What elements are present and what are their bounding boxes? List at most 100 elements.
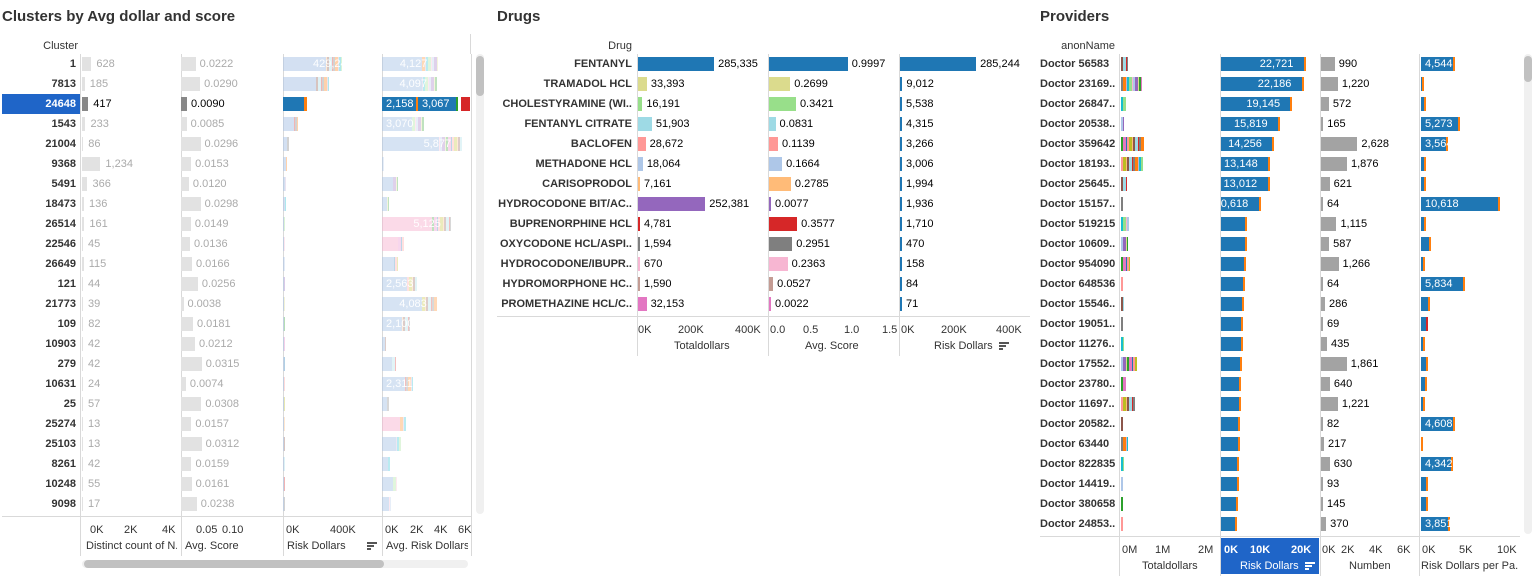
provider-risk-bar[interactable] bbox=[1221, 297, 1243, 311]
drug-bar[interactable] bbox=[638, 137, 646, 151]
cluster-label[interactable]: 18473 bbox=[45, 198, 76, 210]
cluster-distinct-bar[interactable] bbox=[82, 317, 84, 331]
cluster-risk-bar-seg[interactable] bbox=[325, 57, 343, 71]
provider-numben-bar[interactable] bbox=[1321, 257, 1339, 271]
provider-numben-bar[interactable] bbox=[1321, 377, 1330, 391]
cluster-distinct-bar[interactable] bbox=[82, 257, 84, 271]
drug-bar[interactable] bbox=[638, 297, 647, 311]
provider-risk-bar-seg[interactable] bbox=[1245, 237, 1248, 251]
provider-per-bar[interactable] bbox=[1421, 237, 1430, 251]
provider-risk-bar-seg[interactable] bbox=[1241, 317, 1244, 331]
cluster-score-bar[interactable] bbox=[181, 117, 187, 131]
cluster-avgrisk-bar-seg[interactable] bbox=[402, 317, 411, 331]
cluster-risk-bar-seg[interactable] bbox=[286, 157, 288, 171]
cluster-risk-bar-seg[interactable] bbox=[284, 337, 286, 351]
drug-bar[interactable] bbox=[638, 257, 640, 271]
cluster-distinct-bar[interactable] bbox=[82, 57, 92, 71]
cluster-risk-bar[interactable] bbox=[283, 317, 285, 331]
cluster-avgrisk-bar[interactable] bbox=[382, 357, 392, 371]
cluster-risk-bar[interactable] bbox=[283, 297, 285, 311]
provider-total-bar[interactable] bbox=[1121, 377, 1127, 391]
drug-bar[interactable] bbox=[638, 57, 715, 71]
provider-total-bar[interactable] bbox=[1121, 477, 1123, 491]
cluster-avgrisk-bar[interactable] bbox=[382, 297, 422, 311]
provider-risk-bar-seg[interactable] bbox=[1239, 377, 1242, 391]
cluster-distinct-bar[interactable] bbox=[82, 197, 85, 211]
provider-risk-bar[interactable] bbox=[1221, 57, 1304, 71]
cluster-avgrisk-bar-seg[interactable] bbox=[399, 417, 407, 431]
provider-per-bar[interactable] bbox=[1421, 357, 1427, 371]
drug-bar[interactable] bbox=[900, 57, 977, 71]
drug-bar[interactable] bbox=[638, 177, 640, 191]
provider-risk-bar-seg[interactable] bbox=[1239, 357, 1242, 371]
provider-per-bar[interactable] bbox=[1421, 497, 1426, 511]
provider-risk-bar-seg[interactable] bbox=[1238, 397, 1241, 411]
drug-bar[interactable] bbox=[900, 177, 902, 191]
provider-per-bar[interactable] bbox=[1421, 257, 1424, 271]
provider-per-bar-seg[interactable] bbox=[1421, 437, 1423, 451]
cluster-risk-bar[interactable] bbox=[283, 457, 285, 471]
provider-numben-bar[interactable] bbox=[1321, 237, 1330, 251]
cluster-distinct-bar[interactable] bbox=[82, 97, 89, 111]
cluster-avgrisk-bar-seg[interactable] bbox=[387, 457, 391, 471]
cluster-distinct-bar[interactable] bbox=[82, 117, 86, 131]
cluster-distinct-bar[interactable] bbox=[82, 277, 83, 291]
provider-risk-bar[interactable] bbox=[1221, 337, 1241, 351]
provider-label[interactable]: Doctor 19051.. bbox=[1040, 318, 1115, 330]
drug-bar[interactable] bbox=[900, 97, 902, 111]
cluster-score-bar[interactable] bbox=[181, 317, 193, 331]
cluster-label[interactable]: 1 bbox=[69, 58, 76, 70]
provider-total-bar[interactable] bbox=[1121, 97, 1127, 111]
cluster-avgrisk-bar[interactable] bbox=[382, 337, 385, 351]
cluster-risk-bar[interactable] bbox=[283, 497, 285, 511]
cluster-score-bar[interactable] bbox=[181, 217, 191, 231]
provider-label[interactable]: Doctor 26847.. bbox=[1040, 98, 1115, 110]
cluster-avgrisk-bar[interactable] bbox=[382, 177, 394, 191]
cluster-score-bar[interactable] bbox=[181, 257, 192, 271]
drug-bar[interactable] bbox=[900, 237, 902, 251]
cluster-risk-bar-seg[interactable] bbox=[285, 177, 287, 191]
cluster-avgrisk-bar-seg[interactable] bbox=[411, 117, 424, 131]
cluster-risk-bar-seg[interactable] bbox=[284, 297, 286, 311]
cluster-risk-bar[interactable] bbox=[283, 257, 285, 271]
cluster-risk-bar[interactable] bbox=[283, 377, 285, 391]
provider-risk-bar[interactable] bbox=[1221, 317, 1242, 331]
cluster-avgrisk-bar-seg[interactable] bbox=[418, 97, 456, 111]
cluster-score-bar[interactable] bbox=[181, 357, 202, 371]
provider-total-bar[interactable] bbox=[1121, 57, 1128, 71]
provider-numben-bar[interactable] bbox=[1321, 417, 1323, 431]
cluster-risk-bar-seg[interactable] bbox=[315, 77, 329, 91]
provider-risk-bar-seg[interactable] bbox=[1235, 517, 1238, 531]
cluster-risk-bar-seg[interactable] bbox=[284, 477, 286, 491]
provider-label[interactable]: Doctor 20582.. bbox=[1040, 418, 1115, 430]
provider-total-bar[interactable] bbox=[1121, 337, 1124, 351]
drug-bar[interactable] bbox=[638, 97, 643, 111]
provider-per-bar-seg[interactable] bbox=[1498, 197, 1501, 211]
provider-numben-bar[interactable] bbox=[1321, 357, 1347, 371]
provider-risk-bar[interactable] bbox=[1221, 237, 1246, 251]
cluster-label[interactable]: 10631 bbox=[45, 378, 76, 390]
drug-label[interactable]: OXYCODONE HCL/ASPI.. bbox=[499, 238, 632, 250]
cluster-risk-bar-seg[interactable] bbox=[284, 257, 286, 271]
cluster-risk-bar[interactable] bbox=[283, 277, 285, 291]
provider-total-bar[interactable] bbox=[1121, 297, 1125, 311]
cluster-distinct-bar[interactable] bbox=[82, 417, 83, 431]
provider-risk-bar[interactable] bbox=[1221, 497, 1236, 511]
provider-per-bar[interactable] bbox=[1421, 97, 1424, 111]
provider-label[interactable]: Doctor 63440 bbox=[1040, 438, 1110, 450]
provider-label[interactable]: Doctor 15546.. bbox=[1040, 298, 1115, 310]
provider-per-bar-seg[interactable] bbox=[1426, 357, 1429, 371]
clusters-scroll-thumb-v[interactable] bbox=[476, 56, 484, 96]
provider-risk-axis-selected[interactable] bbox=[1221, 538, 1319, 574]
provider-total-bar[interactable] bbox=[1121, 77, 1142, 91]
provider-risk-bar-seg[interactable] bbox=[1267, 177, 1270, 191]
cluster-risk-bar[interactable] bbox=[283, 357, 285, 371]
provider-risk-bar[interactable] bbox=[1221, 197, 1259, 211]
cluster-avgrisk-bar[interactable] bbox=[382, 77, 422, 91]
cluster-distinct-bar[interactable] bbox=[82, 297, 83, 311]
cluster-label[interactable]: 24648 bbox=[45, 98, 76, 110]
cluster-label[interactable]: 25274 bbox=[45, 418, 76, 430]
clusters-scrollbar-v[interactable] bbox=[476, 54, 484, 514]
provider-total-bar[interactable] bbox=[1121, 157, 1144, 171]
provider-risk-bar-seg[interactable] bbox=[1290, 97, 1293, 111]
